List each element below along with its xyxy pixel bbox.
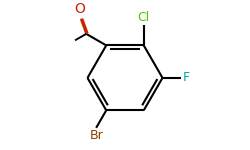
Text: Br: Br	[89, 129, 103, 142]
Text: Cl: Cl	[138, 11, 150, 24]
Text: O: O	[74, 2, 85, 16]
Text: F: F	[183, 71, 190, 84]
